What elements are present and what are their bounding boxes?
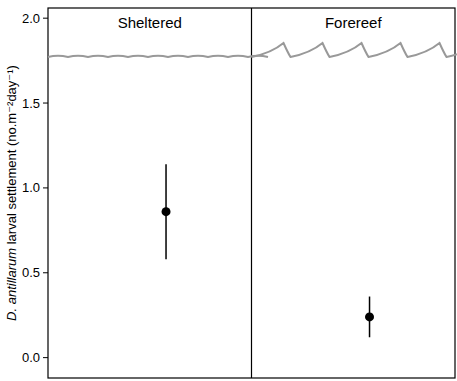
y-tick-label: 0.5 — [22, 265, 40, 280]
wave-forereef — [252, 43, 457, 57]
panel-divider — [251, 8, 252, 378]
y-tick — [43, 357, 48, 358]
y-tick-label: 2.0 — [22, 11, 40, 26]
y-tick — [43, 18, 48, 19]
y-tick-label: 0.0 — [22, 350, 40, 365]
chart-svg: Sheltered Forereef 0.0 0.5 1.0 1.5 2.0 D. antil… — [0, 0, 457, 381]
y-axis-label: D. antillarum larval settlement (no.m⁻²d… — [4, 65, 19, 321]
y-label-rest: larval settlement (no.m⁻²day⁻¹) — [4, 65, 19, 244]
chart-container: Sheltered Forereef 0.0 0.5 1.0 1.5 2.0 D. antil… — [0, 0, 457, 381]
y-tick — [43, 103, 48, 104]
y-tick — [43, 187, 48, 188]
y-tick-label: 1.5 — [22, 96, 40, 111]
marks — [162, 164, 375, 337]
y-label-italic: D. antillarum — [4, 244, 19, 321]
mean-point — [162, 207, 171, 216]
wave-sheltered — [48, 56, 268, 57]
plot-frame — [48, 8, 455, 378]
y-tick-label: 1.0 — [22, 180, 40, 195]
mean-point — [365, 312, 374, 321]
y-tick — [43, 272, 48, 273]
panel-label: Sheltered — [118, 14, 182, 31]
panel-label: Forereef — [325, 14, 383, 31]
